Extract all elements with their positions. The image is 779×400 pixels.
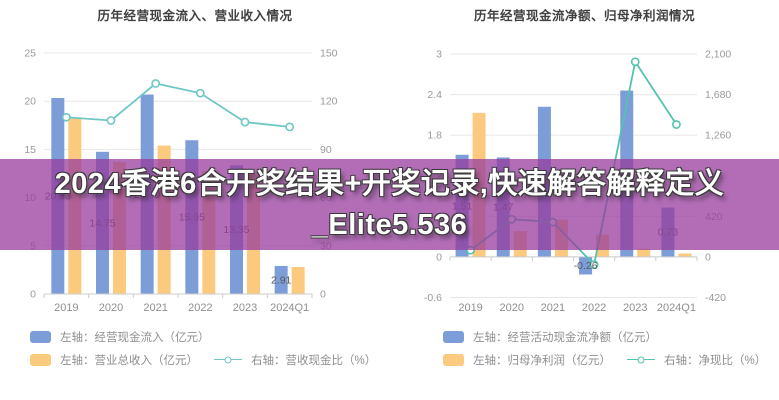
legend-item-total-revenue[interactable]: 左轴：营业总收入（亿元） <box>30 352 198 368</box>
legend-label: 左轴：经营活动现金流净额（亿元） <box>473 331 657 344</box>
legend-item-net-cash-ratio[interactable]: 右轴：净现比（%） <box>611 352 766 368</box>
legend-label: 左轴：经营现金流入（亿元） <box>60 331 210 344</box>
chart-legend: 左轴：经营现金流入（亿元） 左轴：营业总收入（亿元） 右轴：营收现金比（%） <box>30 326 376 372</box>
svg-text:2019: 2019 <box>54 302 78 314</box>
svg-text:25: 25 <box>24 48 36 60</box>
banner-text-line2: _Elite5.536 <box>311 208 468 241</box>
legend-item-net-profit[interactable]: 左轴：归母净利润（亿元） <box>443 352 611 368</box>
svg-text:90: 90 <box>320 144 332 156</box>
line-series-marker-icon <box>627 356 655 364</box>
banner-text-line1: 2024香港6合开奖结果+开奖记录,快速解答解释定义 <box>54 167 725 200</box>
legend-item-net-cashflow[interactable]: 左轴：经营活动现金流净额（亿元） <box>443 326 766 347</box>
legend-swatch-net-profit-icon <box>443 353 464 366</box>
svg-text:2020: 2020 <box>500 302 524 314</box>
x-axis-labels: 2019 2020 2021 2022 2023 2024Q1 <box>458 302 696 314</box>
svg-text:20: 20 <box>24 96 36 108</box>
svg-text:1,260: 1,260 <box>705 130 731 142</box>
legend-swatch-cash-inflow-icon <box>30 330 51 343</box>
svg-text:2022: 2022 <box>582 302 606 314</box>
svg-text:2,100: 2,100 <box>705 49 731 61</box>
svg-text:2021: 2021 <box>143 302 167 314</box>
svg-text:2023: 2023 <box>233 302 257 314</box>
svg-text:2024Q1: 2024Q1 <box>270 302 309 314</box>
svg-text:0: 0 <box>436 251 442 263</box>
svg-text:15: 15 <box>24 144 36 156</box>
legend-swatch-total-revenue-icon <box>30 353 51 366</box>
svg-text:-420: -420 <box>705 292 726 304</box>
legend-label: 右轴：净现比（%） <box>664 354 767 367</box>
svg-text:1.8: 1.8 <box>427 130 442 142</box>
category-axis <box>449 256 698 261</box>
svg-text:2020: 2020 <box>99 302 123 314</box>
promo-overlay-banner[interactable]: 2024香港6合开奖结果+开奖记录,快速解答解释定义 _Elite5.536 <box>0 159 779 250</box>
chart-title: 历年经营现金流入、营业收入情况 <box>97 9 293 23</box>
svg-text:2022: 2022 <box>188 302 212 314</box>
legend-item-cash-revenue-ratio[interactable]: 右轴：营收现金比（%） <box>198 352 376 368</box>
chart-legend: 左轴：经营活动现金流净额（亿元） 左轴：归母净利润（亿元） 右轴：净现比（%） <box>443 326 766 372</box>
svg-text:2023: 2023 <box>623 302 647 314</box>
category-axis <box>43 293 313 298</box>
svg-text:3: 3 <box>436 49 442 61</box>
legend-swatch-net-cashflow-icon <box>443 330 464 343</box>
svg-text:2021: 2021 <box>541 302 565 314</box>
legend-label: 左轴：营业总收入（亿元） <box>60 354 198 367</box>
svg-text:2.4: 2.4 <box>427 89 442 101</box>
svg-text:2024Q1: 2024Q1 <box>657 302 696 314</box>
svg-text:0: 0 <box>705 251 711 263</box>
svg-text:2.91: 2.91 <box>271 274 292 286</box>
x-axis-labels: 2019 2020 2021 2022 2023 2024Q1 <box>54 302 309 314</box>
legend-label: 右轴：营收现金比（%） <box>251 354 377 367</box>
line-series-marker-icon <box>214 356 242 364</box>
line-series <box>61 79 295 132</box>
svg-text:-0.26: -0.26 <box>574 260 598 272</box>
svg-text:150: 150 <box>320 48 338 60</box>
svg-text:0: 0 <box>320 289 326 301</box>
legend-item-cash-inflow[interactable]: 左轴：经营现金流入（亿元） <box>30 326 376 347</box>
svg-text:120: 120 <box>320 96 338 108</box>
svg-text:2019: 2019 <box>458 302 482 314</box>
chart-title: 历年经营现金流净额、归母净利润情况 <box>473 9 695 23</box>
legend-label: 左轴：归母净利润（亿元） <box>473 354 611 367</box>
svg-text:-0.6: -0.6 <box>424 292 442 304</box>
svg-text:0: 0 <box>30 289 36 301</box>
svg-text:1,680: 1,680 <box>705 89 731 101</box>
